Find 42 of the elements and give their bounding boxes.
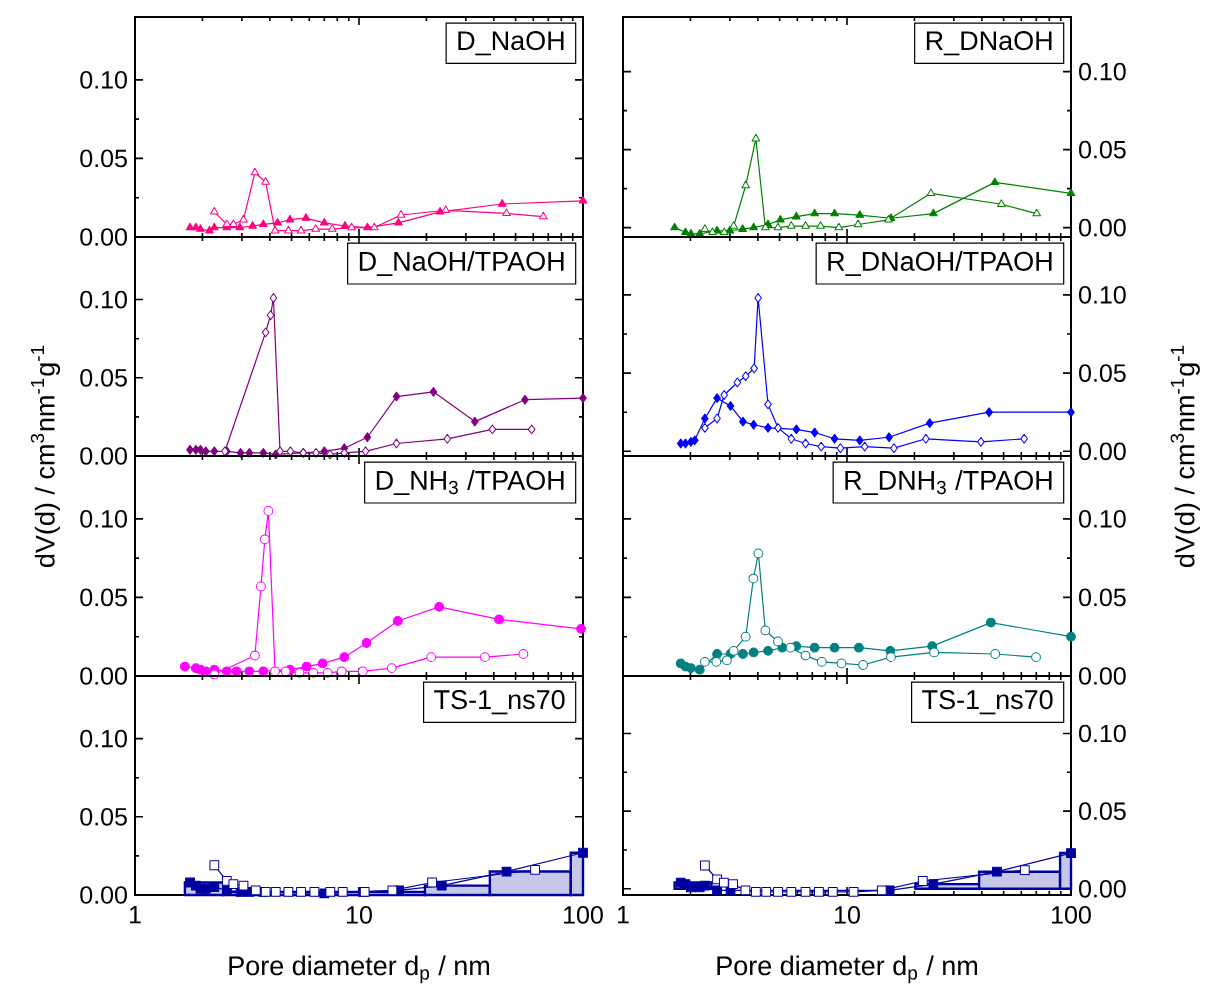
chart-title: R_DNaOH/TPAOH — [828, 251, 1052, 276]
y-tick-label: 0.10 — [80, 290, 127, 309]
x-tick-label: 10 — [835, 906, 860, 924]
y-axis-title: dV(d) / cm$^{3}$nm$^{-1}$g$^{-1}$ — [30, 345, 61, 567]
chart-title: TS-1_ns70 — [434, 690, 565, 715]
chart-title: D_NaOH/TPAOH — [359, 251, 564, 276]
y-tick-label: 0.00 — [80, 886, 127, 904]
y-tick-label: 0.10 — [1079, 724, 1126, 743]
y-tick-label: 0.00 — [1079, 879, 1126, 898]
x-axis-title: Pore diameter d$_{p}$ / nm — [229, 955, 489, 984]
y-tick-label: 0.00 — [1079, 442, 1126, 461]
y-tick-label: 0.00 — [80, 228, 127, 246]
chart-title: D_NaOH — [458, 31, 564, 56]
y-tick-label: 0.00 — [80, 667, 127, 685]
y-tick-label: 0.10 — [80, 729, 127, 748]
y-tick-label: 0.00 — [80, 447, 127, 465]
x-tick-label: 100 — [564, 906, 603, 924]
y-axis-title: dV(d) / cm$^{3}$nm$^{-1}$g$^{-1}$ — [1170, 345, 1200, 567]
chart-title: TS-1_ns70 — [922, 690, 1053, 715]
y-tick-label: 0.05 — [80, 588, 127, 607]
chart-title: R_DNaOH — [926, 31, 1052, 56]
y-tick-label: 0.10 — [1079, 62, 1126, 81]
x-tick-label: 1 — [617, 906, 629, 924]
x-tick-label: 100 — [1052, 906, 1091, 924]
y-tick-label: 0.10 — [1079, 510, 1126, 528]
y-tick-label: 0.05 — [1079, 588, 1126, 607]
x-tick-label: 1 — [129, 906, 141, 924]
chart-title: R_DNH$_{3}$ /TPAOH — [845, 470, 1052, 496]
y-tick-label: 0.05 — [80, 149, 127, 168]
chart-title: D_NH$_{3}$ /TPAOH — [376, 470, 564, 496]
y-tick-label: 0.10 — [80, 71, 127, 89]
y-tick-label: 0.10 — [1079, 286, 1126, 304]
x-tick-label: 10 — [347, 906, 372, 924]
y-tick-label: 0.00 — [1079, 218, 1126, 237]
y-tick-label: 0.10 — [80, 510, 127, 528]
y-tick-label: 0.05 — [1079, 140, 1126, 159]
y-tick-label: 0.05 — [1079, 802, 1126, 820]
y-tick-label: 0.05 — [80, 368, 127, 387]
y-tick-label: 0.00 — [1079, 667, 1126, 685]
x-axis-title: Pore diameter d$_{p}$ / nm — [717, 955, 978, 984]
y-tick-label: 0.05 — [80, 807, 127, 826]
y-tick-label: 0.05 — [1079, 364, 1126, 382]
